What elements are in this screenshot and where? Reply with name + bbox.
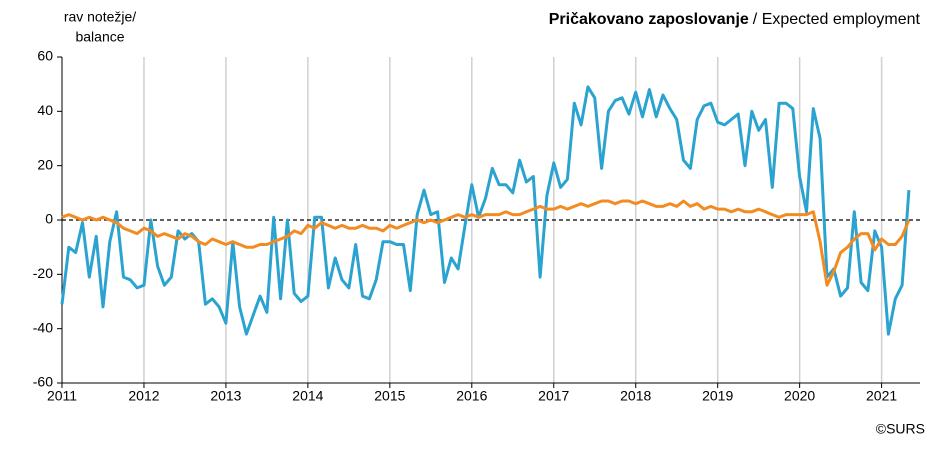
x-tick-label: 2020 <box>784 388 815 404</box>
y-tick-label: -20 <box>33 265 53 281</box>
y-axis-label: balance <box>75 29 124 45</box>
y-tick-label: -40 <box>33 319 53 335</box>
data-line <box>60 85 911 336</box>
data-line <box>61 199 911 287</box>
source: ©SURS <box>876 421 925 437</box>
x-tick-label: 2014 <box>292 388 323 404</box>
y-tick-label: 20 <box>37 156 53 172</box>
x-tick-label: 2021 <box>866 388 897 404</box>
x-tick-label: 2018 <box>620 388 651 404</box>
chart-title: Pričakovano zaposlovanje / Expected emplo… <box>549 11 921 28</box>
y-tick-label: 0 <box>45 211 53 227</box>
y-tick-label: 40 <box>37 102 53 118</box>
title-main: Pričakovano zaposlovanje <box>549 11 749 28</box>
x-tick-label: 2017 <box>538 388 569 404</box>
y-tick-label: 60 <box>37 48 53 64</box>
y-axis-label: rav notežje/ <box>64 9 136 25</box>
x-tick-label: 2013 <box>210 388 241 404</box>
x-tick-label: 2016 <box>456 388 487 404</box>
y-tick-label: -60 <box>33 374 53 390</box>
x-tick-label: 2015 <box>374 388 405 404</box>
x-tick-label: 2019 <box>702 388 733 404</box>
title-suffix: / Expected employment <box>753 11 921 28</box>
x-tick-label: 2011 <box>47 388 77 404</box>
x-tick-label: 2012 <box>128 388 159 404</box>
